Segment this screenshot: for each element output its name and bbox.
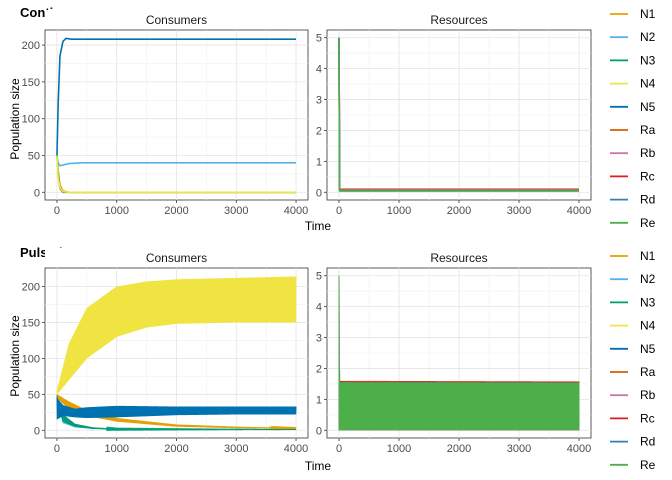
y-tick-label: 50 xyxy=(28,150,40,162)
y-tick-label: 2 xyxy=(316,125,322,137)
legend-label-Rd: Rd xyxy=(640,193,655,207)
panel-strip xyxy=(45,248,308,268)
y-axis-title-bottom: Population size xyxy=(8,315,22,397)
x-tick-label: 2000 xyxy=(447,443,471,455)
series-Re xyxy=(338,275,580,431)
y-tick-label: 4 xyxy=(316,64,322,76)
y-tick-label: 3 xyxy=(316,95,322,107)
y-tick-label: 200 xyxy=(22,282,40,294)
y-tick-label: 3 xyxy=(316,333,322,345)
y-tick-label: 0 xyxy=(316,425,322,437)
panel-title: Consumers xyxy=(146,251,207,265)
panel-pulsed-consumers: Consumers 0 1000 2000 3000 4000 0 50 100 150 200 xyxy=(22,248,309,455)
y-tick-label: 150 xyxy=(22,317,40,329)
legend-label-N5: N5 xyxy=(640,342,656,356)
x-tick-label: 3000 xyxy=(224,443,248,455)
panel-pulsed-resources: Resources 0 1000 2000 3000 4000 0 1 2 3 4 5 xyxy=(316,248,592,455)
y-tick-label: 5 xyxy=(316,33,322,45)
legend-label-Rc: Rc xyxy=(640,169,655,183)
y-tick-label: 50 xyxy=(28,389,40,401)
y-tick-label: 5 xyxy=(316,271,322,283)
y-tick-label: 2 xyxy=(316,363,322,375)
x-tick-label: 0 xyxy=(54,205,60,217)
panel-strip xyxy=(45,10,308,30)
y-tick-label: 1 xyxy=(316,394,322,406)
x-tick-label: 2000 xyxy=(164,205,188,217)
legend-label-Re: Re xyxy=(640,458,656,472)
x-tick-label: 1000 xyxy=(387,205,411,217)
legend-label-Rb: Rb xyxy=(640,388,656,402)
x-tick-label: 0 xyxy=(336,443,342,455)
legend-label-Rc: Rc xyxy=(640,411,655,425)
legend-label-N4: N4 xyxy=(640,319,656,333)
series-N4 xyxy=(56,276,297,395)
x-tick-label: 0 xyxy=(336,205,342,217)
legend-top: N1 N2 N3 N4 N5 Ra Rb Rc Rd Re xyxy=(610,7,656,230)
series-N5 xyxy=(56,397,297,420)
series-N3 xyxy=(56,395,297,432)
x-tick-label: 3000 xyxy=(224,205,248,217)
legend-label-Ra: Ra xyxy=(640,365,656,379)
legend-label-N3: N3 xyxy=(640,295,656,309)
x-tick-label: 4000 xyxy=(284,443,308,455)
panel-title: Consumers xyxy=(146,13,207,27)
panel-continuous-consumers: Consumers 0 1000 2000 3000 4000 0 50 100 150 200 xyxy=(22,10,309,217)
x-tick-label: 4000 xyxy=(567,443,591,455)
panel-strip xyxy=(327,10,591,30)
series-Re xyxy=(338,37,579,192)
y-tick-label: 4 xyxy=(316,302,322,314)
legend-label-Rb: Rb xyxy=(640,146,656,160)
x-tick-label: 1000 xyxy=(387,443,411,455)
x-tick-label: 3000 xyxy=(507,443,531,455)
panel-strip xyxy=(327,248,591,268)
y-tick-label: 0 xyxy=(316,187,322,199)
legend-label-N1: N1 xyxy=(640,7,656,21)
x-tick-label: 4000 xyxy=(284,205,308,217)
series-Rc xyxy=(338,275,580,431)
legend-label-Ra: Ra xyxy=(640,123,656,137)
series-Ra xyxy=(338,275,580,431)
series-N5 xyxy=(56,37,297,156)
y-tick-label: 100 xyxy=(22,114,40,126)
series-Rd xyxy=(338,275,580,431)
series-N4 xyxy=(56,155,297,194)
x-tick-label: 2000 xyxy=(447,205,471,217)
legend-label-Rd: Rd xyxy=(640,435,655,449)
x-tick-label: 1000 xyxy=(104,205,128,217)
x-tick-label: 4000 xyxy=(567,205,591,217)
legend-label-N1: N1 xyxy=(640,249,656,263)
legend-label-N2: N2 xyxy=(640,30,656,44)
panel-title: Resources xyxy=(430,13,487,27)
y-tick-label: 100 xyxy=(22,353,40,365)
legend-label-N5: N5 xyxy=(640,100,656,114)
x-axis-title-top: Time xyxy=(305,219,332,233)
x-tick-label: 2000 xyxy=(164,443,188,455)
y-tick-label: 0 xyxy=(34,187,40,199)
panel-continuous-resources: Resources 0 1000 2000 3000 4000 0 1 2 3 4 5 xyxy=(316,10,592,217)
x-tick-label: 0 xyxy=(54,443,60,455)
y-tick-label: 200 xyxy=(22,40,40,52)
x-tick-label: 1000 xyxy=(104,443,128,455)
legend-label-N3: N3 xyxy=(640,53,656,67)
y-axis-title-top: Population size xyxy=(8,78,22,160)
y-tick-label: 0 xyxy=(34,425,40,437)
y-tick-label: 150 xyxy=(22,77,40,89)
legend-bottom: N1 N2 N3 N4 N5 Ra Rb Rc Rd Re xyxy=(610,249,656,472)
x-tick-label: 3000 xyxy=(507,205,531,217)
x-axis-title-bottom: Time xyxy=(305,459,332,473)
y-tick-label: 1 xyxy=(316,156,322,168)
panel-title: Resources xyxy=(430,251,487,265)
legend-label-N2: N2 xyxy=(640,272,656,286)
legend-label-Re: Re xyxy=(640,216,656,230)
legend-label-N4: N4 xyxy=(640,77,656,91)
